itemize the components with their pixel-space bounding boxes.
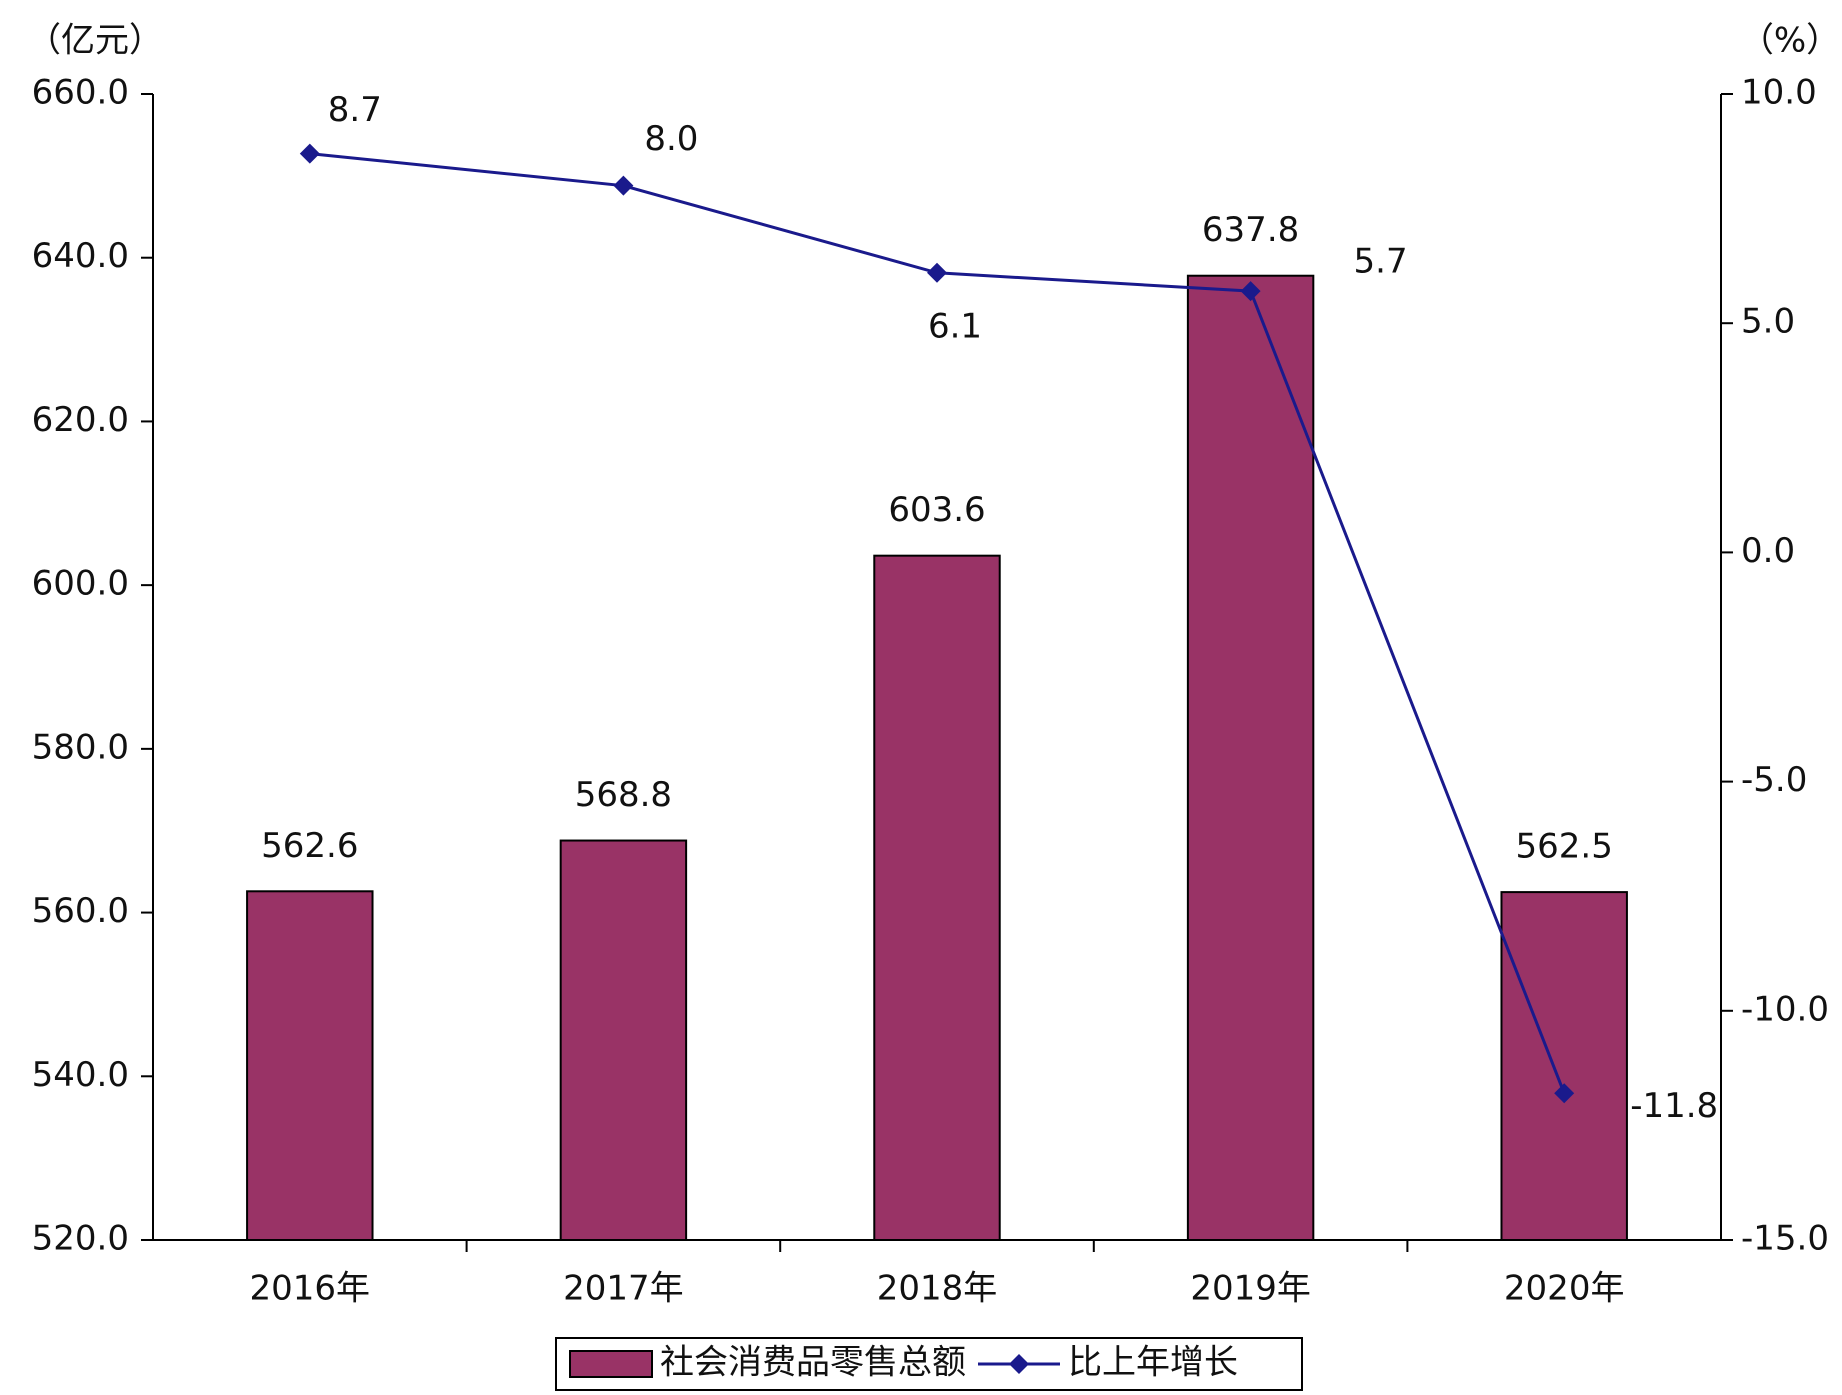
line-value-label: 8.7 (328, 90, 382, 130)
y-tick-label: 540.0 (32, 1055, 129, 1095)
legend-label: 社会消费品零售总额 (660, 1343, 966, 1383)
line-value-label: -11.8 (1630, 1086, 1718, 1126)
bar (246, 890, 374, 1241)
line-marker (1240, 281, 1261, 302)
y-tick-label: 620.0 (32, 400, 129, 440)
bar-value-label: 562.5 (1516, 827, 1613, 867)
x-tick-label: 2017年 (563, 1269, 684, 1309)
bar (873, 554, 1001, 1241)
y-tick-label: 600.0 (32, 564, 129, 604)
legend-box (555, 1337, 1303, 1391)
legend-marker (1009, 1354, 1029, 1374)
y-axis-title: （亿元） (27, 21, 163, 61)
y2-tick-label: -10.0 (1741, 989, 1829, 1029)
y-tick-label: 580.0 (32, 727, 129, 767)
y-tick-label: 520.0 (32, 1219, 129, 1259)
line-value-label: 8.0 (644, 119, 698, 159)
bar (559, 839, 688, 1242)
bar-value-label: 568.8 (575, 775, 672, 815)
x-tick-label: 2020年 (1504, 1269, 1625, 1309)
legend-swatch (569, 1350, 653, 1378)
bar (1186, 274, 1315, 1242)
bar-value-label: 637.8 (1202, 210, 1299, 250)
y-tick-label: 660.0 (32, 73, 129, 113)
bar-value-label: 603.6 (888, 490, 985, 530)
y-tick-label: 560.0 (32, 891, 129, 931)
bar-value-label: 562.6 (261, 826, 358, 866)
y2-tick-label: -5.0 (1741, 760, 1807, 800)
x-tick-label: 2018年 (877, 1269, 998, 1309)
line-value-label: 5.7 (1354, 242, 1408, 282)
y2-tick-label: -15.0 (1741, 1219, 1829, 1259)
line-marker (1554, 1083, 1575, 1104)
y2-axis-title: （%） (1740, 21, 1840, 61)
line-marker (927, 262, 947, 283)
legend-label: 比上年增长 (1068, 1343, 1238, 1383)
line-marker (613, 175, 634, 196)
y2-tick-label: 0.0 (1741, 531, 1795, 571)
line-value-label: 6.1 (928, 306, 982, 346)
line-marker (299, 143, 320, 164)
y2-tick-label: 10.0 (1741, 73, 1817, 113)
x-tick-label: 2016年 (250, 1269, 371, 1309)
y-tick-label: 640.0 (32, 236, 129, 276)
y2-tick-label: 5.0 (1741, 302, 1795, 342)
bar (1500, 891, 1628, 1241)
x-tick-label: 2019年 (1190, 1269, 1311, 1309)
